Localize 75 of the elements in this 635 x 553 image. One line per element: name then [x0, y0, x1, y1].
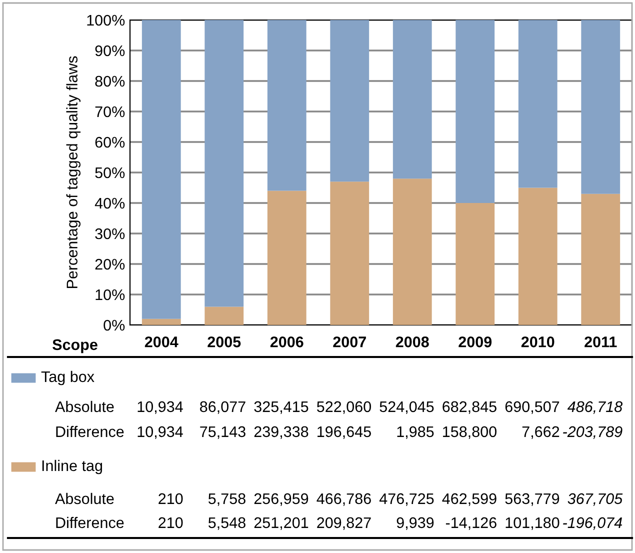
- text: 367,705: [568, 493, 623, 506]
- text: 75,143: [200, 426, 246, 439]
- bar: [330, 20, 370, 182]
- text: 462,599: [442, 493, 496, 506]
- text: 239,338: [254, 426, 308, 439]
- bar: [392, 178, 432, 325]
- x-tick-label: 2010: [521, 336, 554, 348]
- text: 9,939: [396, 517, 434, 530]
- bar: [456, 203, 495, 325]
- x-tick-label: 2004: [144, 336, 178, 348]
- bar: [267, 20, 306, 191]
- text: Difference: [56, 516, 124, 528]
- y-tick-label: 30%: [95, 228, 125, 240]
- text: Difference: [56, 426, 124, 438]
- y-tick-label: 10%: [96, 289, 125, 300]
- text: 5,548: [208, 517, 246, 530]
- bar: [456, 20, 495, 203]
- bar: [204, 20, 244, 307]
- y-axis-title: Percentage of tagged quality flaws: [66, 56, 81, 288]
- text: Absolute: [55, 492, 114, 504]
- bar: [581, 20, 620, 194]
- y-tick-label: 80%: [95, 76, 125, 87]
- bar: [518, 188, 558, 325]
- text: -196,074: [563, 517, 622, 530]
- y-tick-label: 50%: [95, 167, 125, 178]
- text: 690,507: [505, 401, 560, 414]
- text: 466,786: [316, 493, 371, 506]
- text: 10,934: [138, 401, 183, 414]
- text: Absolute: [55, 400, 114, 412]
- text: 486,718: [567, 401, 623, 414]
- text: 210: [158, 517, 183, 528]
- x-tick-label: 2007: [333, 336, 366, 348]
- bar: [267, 190, 306, 325]
- text: 158,800: [443, 426, 496, 439]
- text: 5,758: [208, 493, 246, 506]
- text: 101,180: [506, 517, 560, 530]
- bar: [204, 306, 244, 325]
- bar: [142, 20, 181, 319]
- legend-label: Inline tag: [42, 460, 102, 474]
- y-tick-label: 60%: [95, 136, 125, 148]
- text: -14,126: [446, 517, 496, 530]
- text: 522,060: [316, 401, 371, 414]
- y-tick-label: 40%: [94, 198, 125, 209]
- text: 209,827: [317, 517, 371, 530]
- y-tick-label: 90%: [95, 45, 125, 56]
- x-axis-title: Scope: [52, 339, 98, 354]
- text: 325,415: [254, 401, 308, 414]
- text: 524,045: [380, 401, 434, 414]
- bar: [518, 20, 558, 188]
- y-tick-label: 100%: [87, 14, 125, 26]
- text: 196,645: [318, 426, 371, 439]
- bar: [142, 318, 181, 325]
- text: 7,662: [522, 426, 560, 439]
- y-tick-label: 70%: [95, 106, 125, 118]
- text: 476,725: [379, 493, 434, 506]
- text: 251,201: [254, 517, 308, 530]
- legend-label: Tag box: [41, 370, 94, 386]
- bar: [392, 20, 432, 179]
- text: 210: [158, 493, 183, 504]
- y-tick-label: 0%: [104, 320, 125, 331]
- bar: [581, 194, 620, 325]
- x-tick-label: 2008: [396, 336, 429, 348]
- text: 10,934: [138, 426, 183, 439]
- text: 563,779: [505, 493, 560, 506]
- bar: [330, 182, 370, 325]
- text: -203,789: [563, 426, 622, 439]
- text: 682,845: [442, 401, 496, 414]
- x-tick-label: 2006: [270, 336, 304, 348]
- x-tick-label: 2009: [458, 336, 492, 348]
- text: 86,077: [200, 401, 246, 414]
- x-tick-label: 2005: [208, 336, 241, 348]
- text: 1,985: [397, 426, 434, 439]
- text: 256,959: [254, 493, 308, 506]
- y-tick-label: 20%: [95, 258, 125, 270]
- x-tick-label: 2011: [584, 336, 617, 348]
